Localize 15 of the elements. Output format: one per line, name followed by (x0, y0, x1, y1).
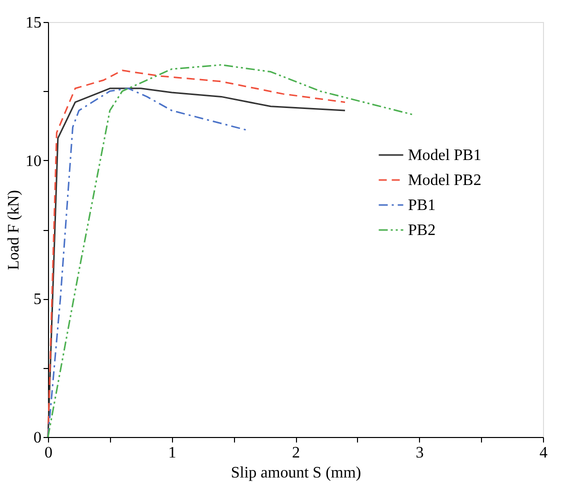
x-axis-title: Slip amount S (mm) (230, 464, 362, 482)
legend-label: PB1 (408, 197, 436, 214)
x-tick-label: 4 (540, 444, 548, 462)
legend-label: Model PB1 (408, 147, 482, 164)
legend-label: Model PB2 (408, 172, 482, 189)
legend-label: PB2 (408, 222, 436, 239)
x-tick-label: 0 (44, 444, 52, 462)
x-tick-label: 3 (416, 444, 424, 462)
y-tick-label: 5 (34, 291, 42, 308)
y-tick-label: 0 (34, 430, 42, 446)
y-axis-title: Load F (kN) (6, 190, 22, 270)
x-tick-label: 1 (168, 444, 176, 462)
y-tick-label: 10 (26, 152, 42, 170)
y-tick-label: 15 (26, 14, 42, 32)
x-tick-label: 2 (292, 444, 300, 462)
